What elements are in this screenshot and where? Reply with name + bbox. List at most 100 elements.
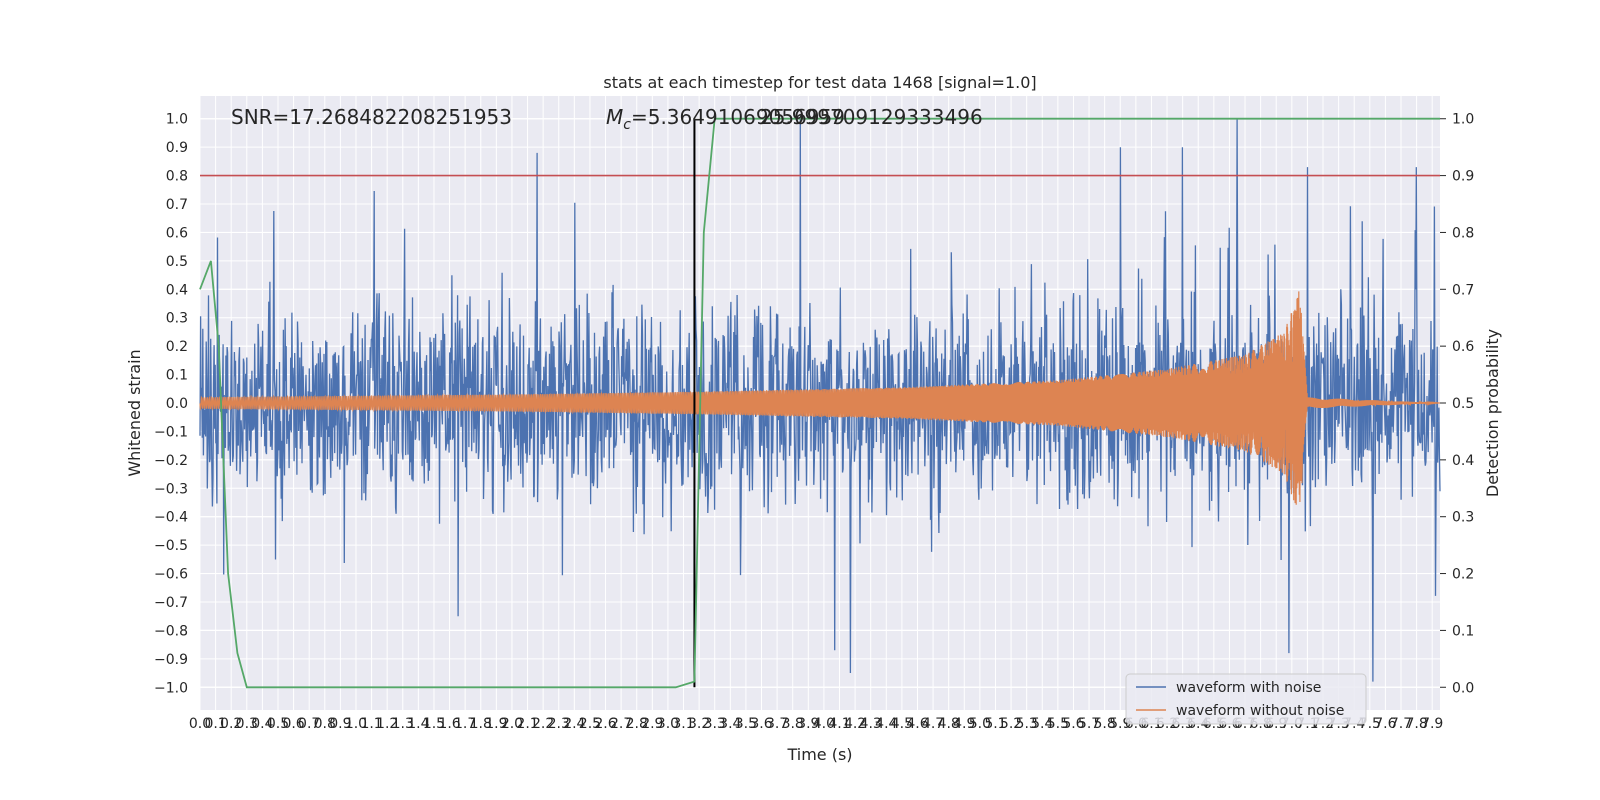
x-tick-label: 5.2 <box>1000 716 1022 732</box>
x-tick-label: 4.0 <box>813 716 835 732</box>
overlapping-annotation: 25.999709129333496 <box>760 105 983 129</box>
overlay-lines <box>199 117 1440 689</box>
y-tick-label-left: 0.7 <box>166 197 188 213</box>
x-tick-label: 2.0 <box>501 716 523 732</box>
x-tick-label: 2.6 <box>594 716 616 732</box>
y-tick-label-right: 0.0 <box>1452 680 1474 696</box>
x-tick-label: 1.1 <box>360 716 382 732</box>
y-tick-label-left: −0.1 <box>154 424 188 440</box>
x-tick-label: 0.1 <box>204 716 226 732</box>
x-tick-label: 5.7 <box>1078 716 1100 732</box>
x-tick-label: 3.7 <box>766 716 788 732</box>
x-tick-label: 4.6 <box>906 716 928 732</box>
y-tick-label-left: 0.1 <box>166 368 188 384</box>
y-tick-label-right: 1.0 <box>1452 112 1474 128</box>
y-tick-label-left: −0.2 <box>154 453 188 469</box>
detection-probability-line <box>199 117 1440 689</box>
x-tick-label: 1.2 <box>376 716 398 732</box>
x-tick-label: 5.3 <box>1016 716 1038 732</box>
x-tick-label: 1.8 <box>470 716 492 732</box>
x-tick-label: 1.3 <box>392 716 414 732</box>
legend: waveform with noise waveform without noi… <box>1125 673 1367 725</box>
y-tick-label-right: 0.2 <box>1452 567 1474 583</box>
x-tick-label: 3.8 <box>782 716 804 732</box>
x-tick-label: 7.9 <box>1421 716 1443 732</box>
x-tick-label: 0.7 <box>298 716 320 732</box>
x-tick-label: 3.0 <box>657 716 679 732</box>
x-tick-label: 1.5 <box>423 716 445 732</box>
chirp-mass-annotation: Mc=5.36491069056959 <box>606 105 845 133</box>
x-tick-label: 0.0 <box>189 716 211 732</box>
y-tick-label-right: 0.6 <box>1452 339 1474 355</box>
x-tick-label: 2.9 <box>641 716 663 732</box>
clean-waveform-series <box>199 291 1440 505</box>
y-axis-label-left: Whitened strain <box>125 349 144 476</box>
y-tick-label-right: 0.3 <box>1452 510 1474 526</box>
chirp-mass-value: =5.36491069056959 <box>631 105 845 129</box>
x-tick-label: 4.2 <box>844 716 866 732</box>
y-tick-label-left: −0.4 <box>154 510 188 526</box>
x-tick-label: 4.8 <box>938 716 960 732</box>
x-tick-label: 4.3 <box>860 716 882 732</box>
x-tick-label: 5.1 <box>984 716 1006 732</box>
x-ticks: 0.00.10.20.30.40.50.60.70.80.91.01.11.21… <box>189 716 1443 732</box>
x-tick-label: 2.2 <box>532 716 554 732</box>
x-tick-label: 2.4 <box>563 716 585 732</box>
x-tick-label: 0.6 <box>282 716 304 732</box>
y-tick-label-left: 0.6 <box>166 225 188 241</box>
y-tick-label-left: −0.5 <box>154 538 188 554</box>
x-tick-label: 3.2 <box>688 716 710 732</box>
y-tick-label-left: −0.7 <box>154 595 188 611</box>
y-tick-label-left: 0.5 <box>166 254 188 270</box>
x-tick-label: 1.0 <box>345 716 367 732</box>
x-tick-label: 5.5 <box>1047 716 1069 732</box>
y-tick-label-left: 0.9 <box>166 140 188 156</box>
y-tick-label-right: 0.9 <box>1452 169 1474 185</box>
x-tick-label: 3.6 <box>750 716 772 732</box>
y-tick-label-left: −0.6 <box>154 567 188 583</box>
x-tick-label: 0.2 <box>220 716 242 732</box>
y-tick-label-left: −1.0 <box>154 680 188 696</box>
x-tick-label: 0.5 <box>267 716 289 732</box>
legend-label-clean: waveform without noise <box>1176 703 1344 719</box>
y-ticks-left: 1.0 0.9 0.8 0.7 0.6 0.5 0.4 0.3 0.2 0.1 0.0 −0.1 −0.… <box>154 112 188 697</box>
y-tick-label-left: −0.3 <box>154 481 188 497</box>
x-axis-label: Time (s) <box>786 745 852 764</box>
y-tick-label-left: −0.9 <box>154 652 188 668</box>
x-tick-label: 3.1 <box>672 716 694 732</box>
x-tick-label: 2.5 <box>579 716 601 732</box>
chirp-mass-symbol: M <box>606 105 623 129</box>
snr-annotation: SNR=17.268482208251953 <box>231 105 512 129</box>
x-tick-label: 0.4 <box>251 716 273 732</box>
x-tick-label: 2.1 <box>516 716 538 732</box>
x-tick-label: 3.9 <box>797 716 819 732</box>
y-ticks-right: 1.0 0.9 0.8 0.7 0.6 0.5 0.4 0.3 0.2 0.1 0.0 <box>1440 112 1474 696</box>
y-tick-label-left: 0.4 <box>166 282 188 298</box>
y-axis-label-right: Detection probability <box>1483 329 1502 497</box>
x-tick-label: 5.4 <box>1031 716 1053 732</box>
x-tick-label: 0.3 <box>236 716 258 732</box>
x-tick-label: 5.6 <box>1062 716 1084 732</box>
x-tick-label: 5.0 <box>969 716 991 732</box>
x-tick-label: 5.8 <box>1094 716 1116 732</box>
x-tick-label: 4.9 <box>953 716 975 732</box>
chirp-mass-subscript: c <box>623 117 631 133</box>
y-tick-label-left: 0.3 <box>166 311 188 327</box>
x-tick-label: 3.4 <box>719 716 741 732</box>
y-tick-label-left: 0.0 <box>166 396 188 412</box>
x-tick-label: 0.9 <box>329 716 351 732</box>
x-tick-label: 0.8 <box>314 716 336 732</box>
y-tick-label-right: 0.5 <box>1452 396 1474 412</box>
legend-box <box>1125 673 1367 725</box>
x-tick-label: 1.6 <box>438 716 460 732</box>
x-tick-label: 7.7 <box>1390 716 1412 732</box>
y-tick-label-left: 0.2 <box>166 339 188 355</box>
x-tick-label: 7.8 <box>1405 716 1427 732</box>
y-tick-label-right: 0.4 <box>1452 453 1474 469</box>
chart-title: stats at each timestep for test data 146… <box>603 73 1036 92</box>
x-tick-label: 4.1 <box>828 716 850 732</box>
y-tick-label-right: 0.8 <box>1452 225 1474 241</box>
clean-waveform-line <box>199 291 1440 505</box>
y-tick-label-left: −0.8 <box>154 623 188 639</box>
